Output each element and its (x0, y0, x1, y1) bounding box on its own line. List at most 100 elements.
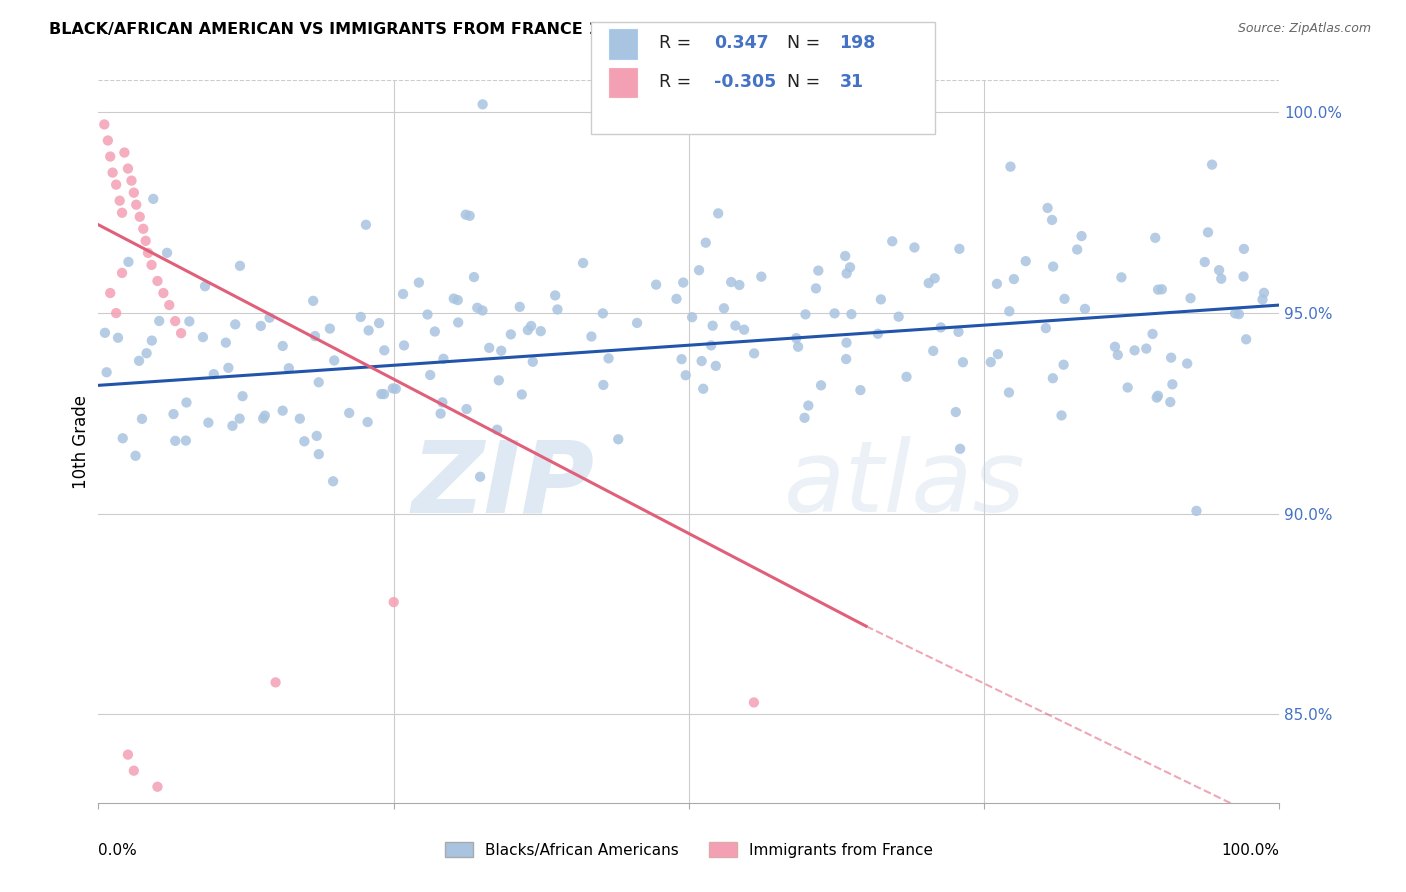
Point (1070, 229, 1092, 244)
Point (1147, 389, 1170, 403)
Point (835, 267, 858, 281)
Point (356, 415, 378, 429)
Point (229, 259, 252, 273)
Point (392, 338, 415, 352)
Point (165, 434, 187, 448)
Point (337, 406, 360, 420)
Point (305, 429, 328, 443)
Point (125, 198, 148, 212)
Point (749, 269, 772, 284)
Point (728, 278, 751, 293)
Point (471, 97, 494, 112)
Point (1208, 263, 1230, 277)
Point (141, 334, 163, 348)
Point (232, 389, 254, 403)
Point (157, 298, 180, 312)
Point (322, 475, 344, 489)
Point (1053, 292, 1076, 306)
Point (1036, 201, 1059, 215)
Text: 0.0%: 0.0% (98, 843, 138, 857)
Point (810, 378, 832, 392)
Point (1197, 225, 1219, 239)
Point (713, 301, 735, 316)
Point (122, 186, 145, 200)
Point (179, 314, 201, 328)
Point (918, 276, 941, 290)
Point (1159, 395, 1181, 409)
Point (785, 331, 807, 345)
Point (986, 277, 1008, 291)
Point (170, 326, 193, 341)
Point (419, 368, 441, 382)
Point (447, 293, 470, 307)
Point (592, 378, 614, 392)
Point (98, 286, 121, 301)
Point (96, 365, 118, 379)
Point (323, 353, 346, 368)
Point (1074, 301, 1097, 316)
Text: BLACK/AFRICAN AMERICAN VS IMMIGRANTS FROM FRANCE 10TH GRADE CORRELATION CHART: BLACK/AFRICAN AMERICAN VS IMMIGRANTS FRO… (49, 22, 901, 37)
Point (794, 307, 817, 321)
Point (117, 255, 139, 269)
Point (458, 209, 481, 223)
Point (1160, 351, 1182, 365)
Point (1227, 307, 1250, 321)
Point (94, 326, 117, 340)
Text: 198: 198 (839, 34, 876, 52)
Point (215, 335, 238, 350)
Point (742, 696, 765, 710)
Text: atlas: atlas (783, 436, 1025, 533)
Point (1147, 283, 1170, 297)
Point (834, 249, 856, 263)
Point (277, 361, 299, 376)
Point (1066, 243, 1088, 257)
Point (165, 314, 187, 328)
Point (1211, 271, 1233, 285)
Text: N =: N = (787, 73, 821, 91)
Point (1015, 254, 1038, 268)
Point (522, 355, 544, 369)
Point (194, 279, 217, 293)
Point (381, 381, 404, 395)
Point (681, 310, 703, 325)
Point (607, 432, 630, 446)
Point (797, 399, 820, 413)
Point (1194, 255, 1216, 269)
Point (866, 326, 889, 341)
Point (111, 266, 134, 280)
Point (117, 747, 139, 762)
Point (156, 245, 179, 260)
Point (952, 355, 974, 369)
Point (152, 286, 174, 301)
Point (998, 385, 1021, 400)
Point (509, 300, 531, 314)
Point (423, 325, 446, 339)
Point (217, 360, 239, 375)
Point (1253, 285, 1275, 300)
Point (98, 150, 121, 164)
Point (174, 434, 197, 448)
Point (700, 338, 723, 352)
Point (733, 323, 755, 337)
Point (136, 246, 159, 260)
Text: N =: N = (787, 34, 821, 52)
Point (949, 442, 972, 456)
Point (373, 343, 395, 358)
Point (896, 369, 918, 384)
Point (922, 343, 945, 358)
Point (1107, 348, 1129, 362)
Text: R =: R = (659, 34, 692, 52)
Point (1175, 357, 1198, 371)
Point (308, 376, 330, 390)
Point (105, 178, 128, 192)
Point (839, 260, 862, 275)
Point (1233, 242, 1256, 256)
Point (392, 287, 415, 301)
Point (1035, 321, 1057, 335)
Point (581, 329, 603, 343)
Text: R =: R = (659, 73, 692, 91)
Text: 0.347: 0.347 (714, 34, 769, 52)
Point (1223, 306, 1246, 320)
Point (252, 411, 274, 425)
Point (835, 352, 858, 367)
